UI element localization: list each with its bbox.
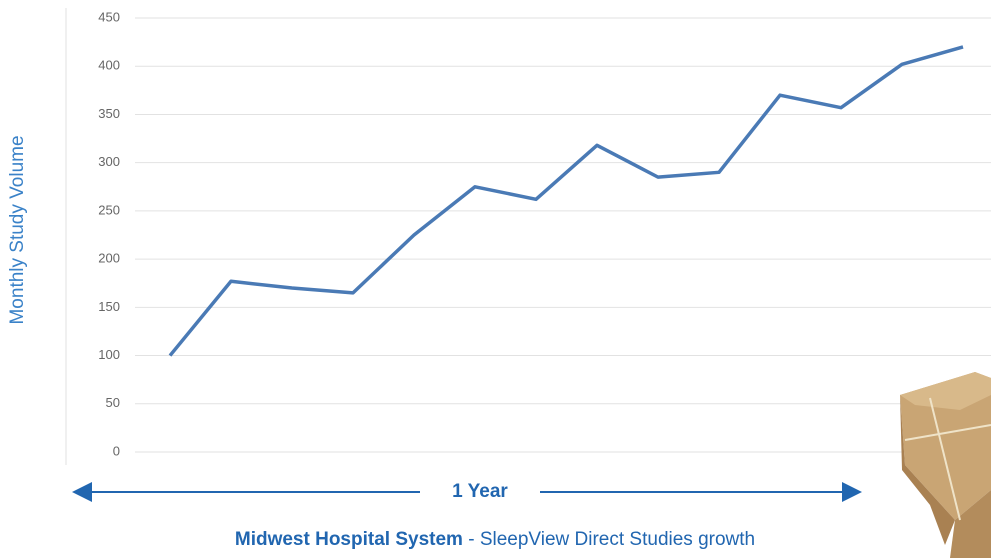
caption: Midwest Hospital System - SleepView Dire…	[235, 529, 755, 550]
caption-bold: Midwest Hospital System	[235, 529, 463, 550]
caption-text: - SleepView Direct Studies growth	[468, 529, 755, 550]
y-tick-label: 0	[113, 443, 120, 458]
y-tick-label: 150	[98, 299, 120, 314]
y-tick-label: 200	[98, 251, 120, 266]
y-tick-label: 400	[98, 58, 120, 73]
y-tick-label: 300	[98, 154, 120, 169]
y-tick-label: 100	[98, 347, 120, 362]
span-label: 1 Year	[452, 481, 508, 502]
y-tick-label: 250	[98, 202, 120, 217]
plot-area: 0 50 100 150 200 250 300 350 400 450	[98, 9, 991, 458]
y-tick-label: 50	[106, 395, 120, 410]
y-tick-label: 450	[98, 9, 120, 24]
y-axis-label: Monthly Study Volume	[7, 135, 28, 324]
package-image	[900, 372, 991, 558]
y-tick-label: 350	[98, 106, 120, 121]
data-line	[168, 45, 964, 357]
